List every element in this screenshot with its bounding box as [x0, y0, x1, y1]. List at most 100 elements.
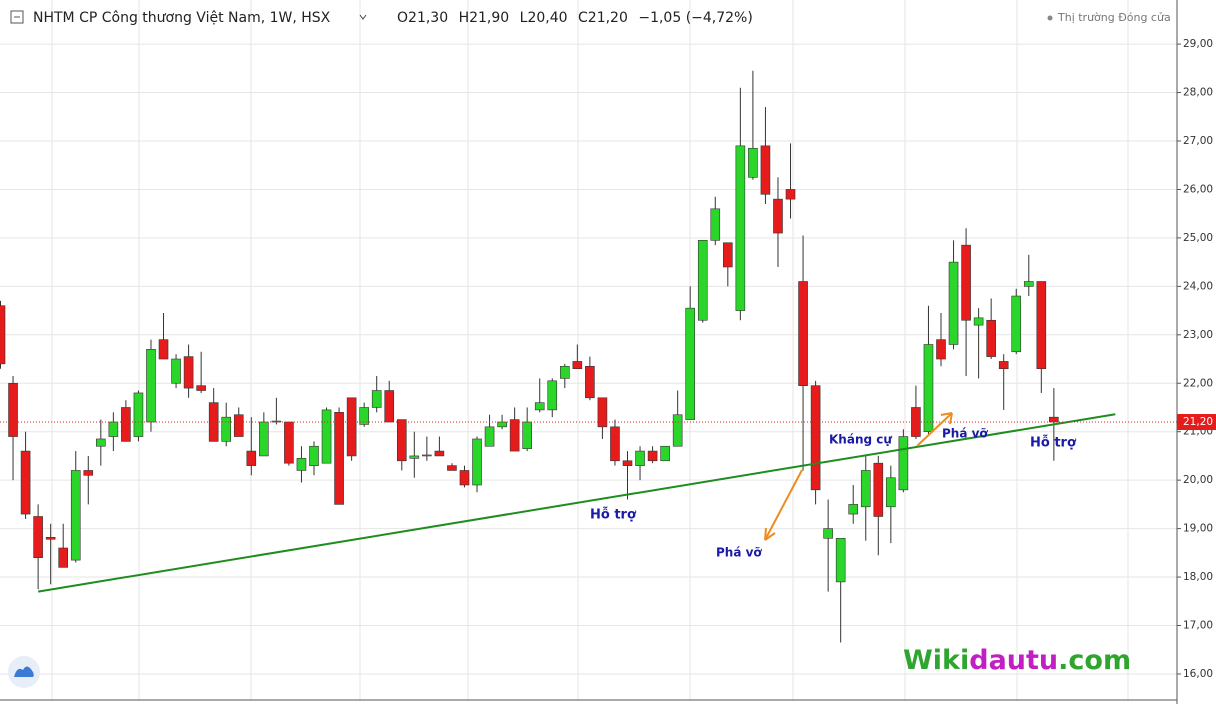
y-tick-label: 25,00 — [1183, 232, 1213, 244]
annotation: Hỗ trợ — [590, 508, 637, 523]
ohlc-key: C — [578, 10, 588, 26]
last-price-label: 21,20 — [1183, 416, 1213, 428]
watermark-part: .com — [1058, 645, 1131, 676]
candle-body — [422, 454, 432, 457]
candle-body — [221, 416, 232, 442]
collapse-icon[interactable] — [10, 10, 24, 24]
candle-body — [848, 504, 859, 515]
candle-body — [459, 470, 470, 486]
candle-body — [309, 445, 319, 466]
candle-body — [710, 208, 721, 241]
candle-body — [45, 537, 56, 540]
ohlc-value: 21,20 — [588, 10, 628, 26]
change: −1,05 (−4,72%) — [638, 10, 752, 26]
annotation: Phá vỡ — [716, 546, 762, 560]
trendline — [37, 413, 1116, 593]
candle-body — [8, 382, 18, 437]
y-tick-label: 17,00 — [1183, 620, 1213, 632]
candle-body — [321, 409, 332, 464]
arrows — [764, 412, 953, 541]
candle-body — [635, 450, 645, 466]
candle-body — [973, 317, 984, 326]
chart-title[interactable]: NHTM CP Công thương Việt Nam, 1W, HSX — [33, 10, 331, 26]
candle-body — [296, 458, 307, 471]
candle-body — [810, 385, 821, 491]
candle-body — [0, 305, 6, 365]
candle-body — [472, 438, 482, 486]
candle-body — [171, 358, 181, 384]
candle-body — [409, 455, 420, 459]
arrow-head — [764, 527, 776, 541]
candle-body — [886, 477, 896, 508]
candle-body — [1036, 281, 1047, 370]
candle-body — [961, 244, 971, 321]
y-tick-label: 24,00 — [1183, 280, 1213, 292]
candle-body — [1011, 295, 1022, 353]
candle-body — [146, 349, 156, 423]
candle-body — [484, 426, 495, 447]
candle-body — [497, 421, 507, 428]
candle-body — [96, 438, 106, 447]
candle-body — [585, 365, 595, 399]
candle-body — [396, 419, 407, 462]
candle-body — [183, 356, 194, 389]
candle-body — [547, 380, 558, 411]
candle-body — [873, 462, 884, 517]
y-tick-label: 29,00 — [1183, 38, 1213, 50]
candle-body — [133, 392, 144, 437]
y-tick-label: 28,00 — [1183, 87, 1213, 99]
candle-body — [20, 450, 31, 515]
candle-body — [785, 189, 796, 200]
candle-body — [284, 421, 294, 464]
candle-body — [158, 339, 169, 360]
candle-body — [798, 281, 808, 386]
candle-body — [622, 460, 633, 466]
watermark-part: dautu — [969, 645, 1058, 676]
chevron[interactable] — [359, 14, 367, 20]
y-tick-label: 20,00 — [1183, 474, 1213, 486]
candle-body — [196, 385, 206, 391]
candle-body — [334, 412, 344, 505]
candle-body — [597, 397, 608, 428]
candle-body — [835, 537, 846, 583]
arrow — [764, 469, 803, 541]
candle-body — [986, 319, 996, 357]
candle-body — [246, 450, 257, 466]
candle-body — [83, 470, 94, 476]
candle-body — [447, 465, 457, 471]
candle-body — [559, 365, 570, 379]
ohlc-value: 21,90 — [469, 10, 509, 26]
candle-body — [1023, 281, 1034, 287]
candle-body — [685, 307, 696, 420]
candle-body — [121, 407, 131, 442]
y-tick-label: 18,00 — [1183, 571, 1213, 583]
candle-body — [948, 261, 959, 345]
candle-body — [610, 426, 620, 462]
y-tick-label: 27,00 — [1183, 135, 1213, 147]
candle-body — [860, 470, 871, 508]
ohlc-key: O — [397, 10, 408, 26]
candle-body — [1049, 416, 1059, 423]
y-tick-label: 16,00 — [1183, 668, 1213, 680]
ohlc-key: L — [520, 10, 528, 26]
candle-body — [672, 414, 683, 447]
candle-body — [371, 390, 382, 408]
candle-body — [522, 421, 532, 449]
candle-body — [572, 361, 583, 370]
y-tick-label: 23,00 — [1183, 329, 1213, 341]
vertical-grid — [51, 0, 1129, 700]
candle-body — [70, 470, 81, 561]
last-price-box — [1177, 414, 1216, 431]
candle-body — [936, 339, 946, 360]
candle-body — [748, 147, 758, 178]
ohlc-value: 21,30 — [408, 10, 448, 26]
watermark-part: Wiki — [903, 645, 969, 676]
candle-body — [534, 402, 545, 411]
candle-body — [509, 419, 520, 452]
annotation: Kháng cự — [829, 433, 892, 447]
candle-body — [384, 390, 395, 423]
candle-body — [923, 344, 934, 433]
ohlc-value: 20,40 — [527, 10, 567, 26]
candle-body — [359, 407, 369, 425]
